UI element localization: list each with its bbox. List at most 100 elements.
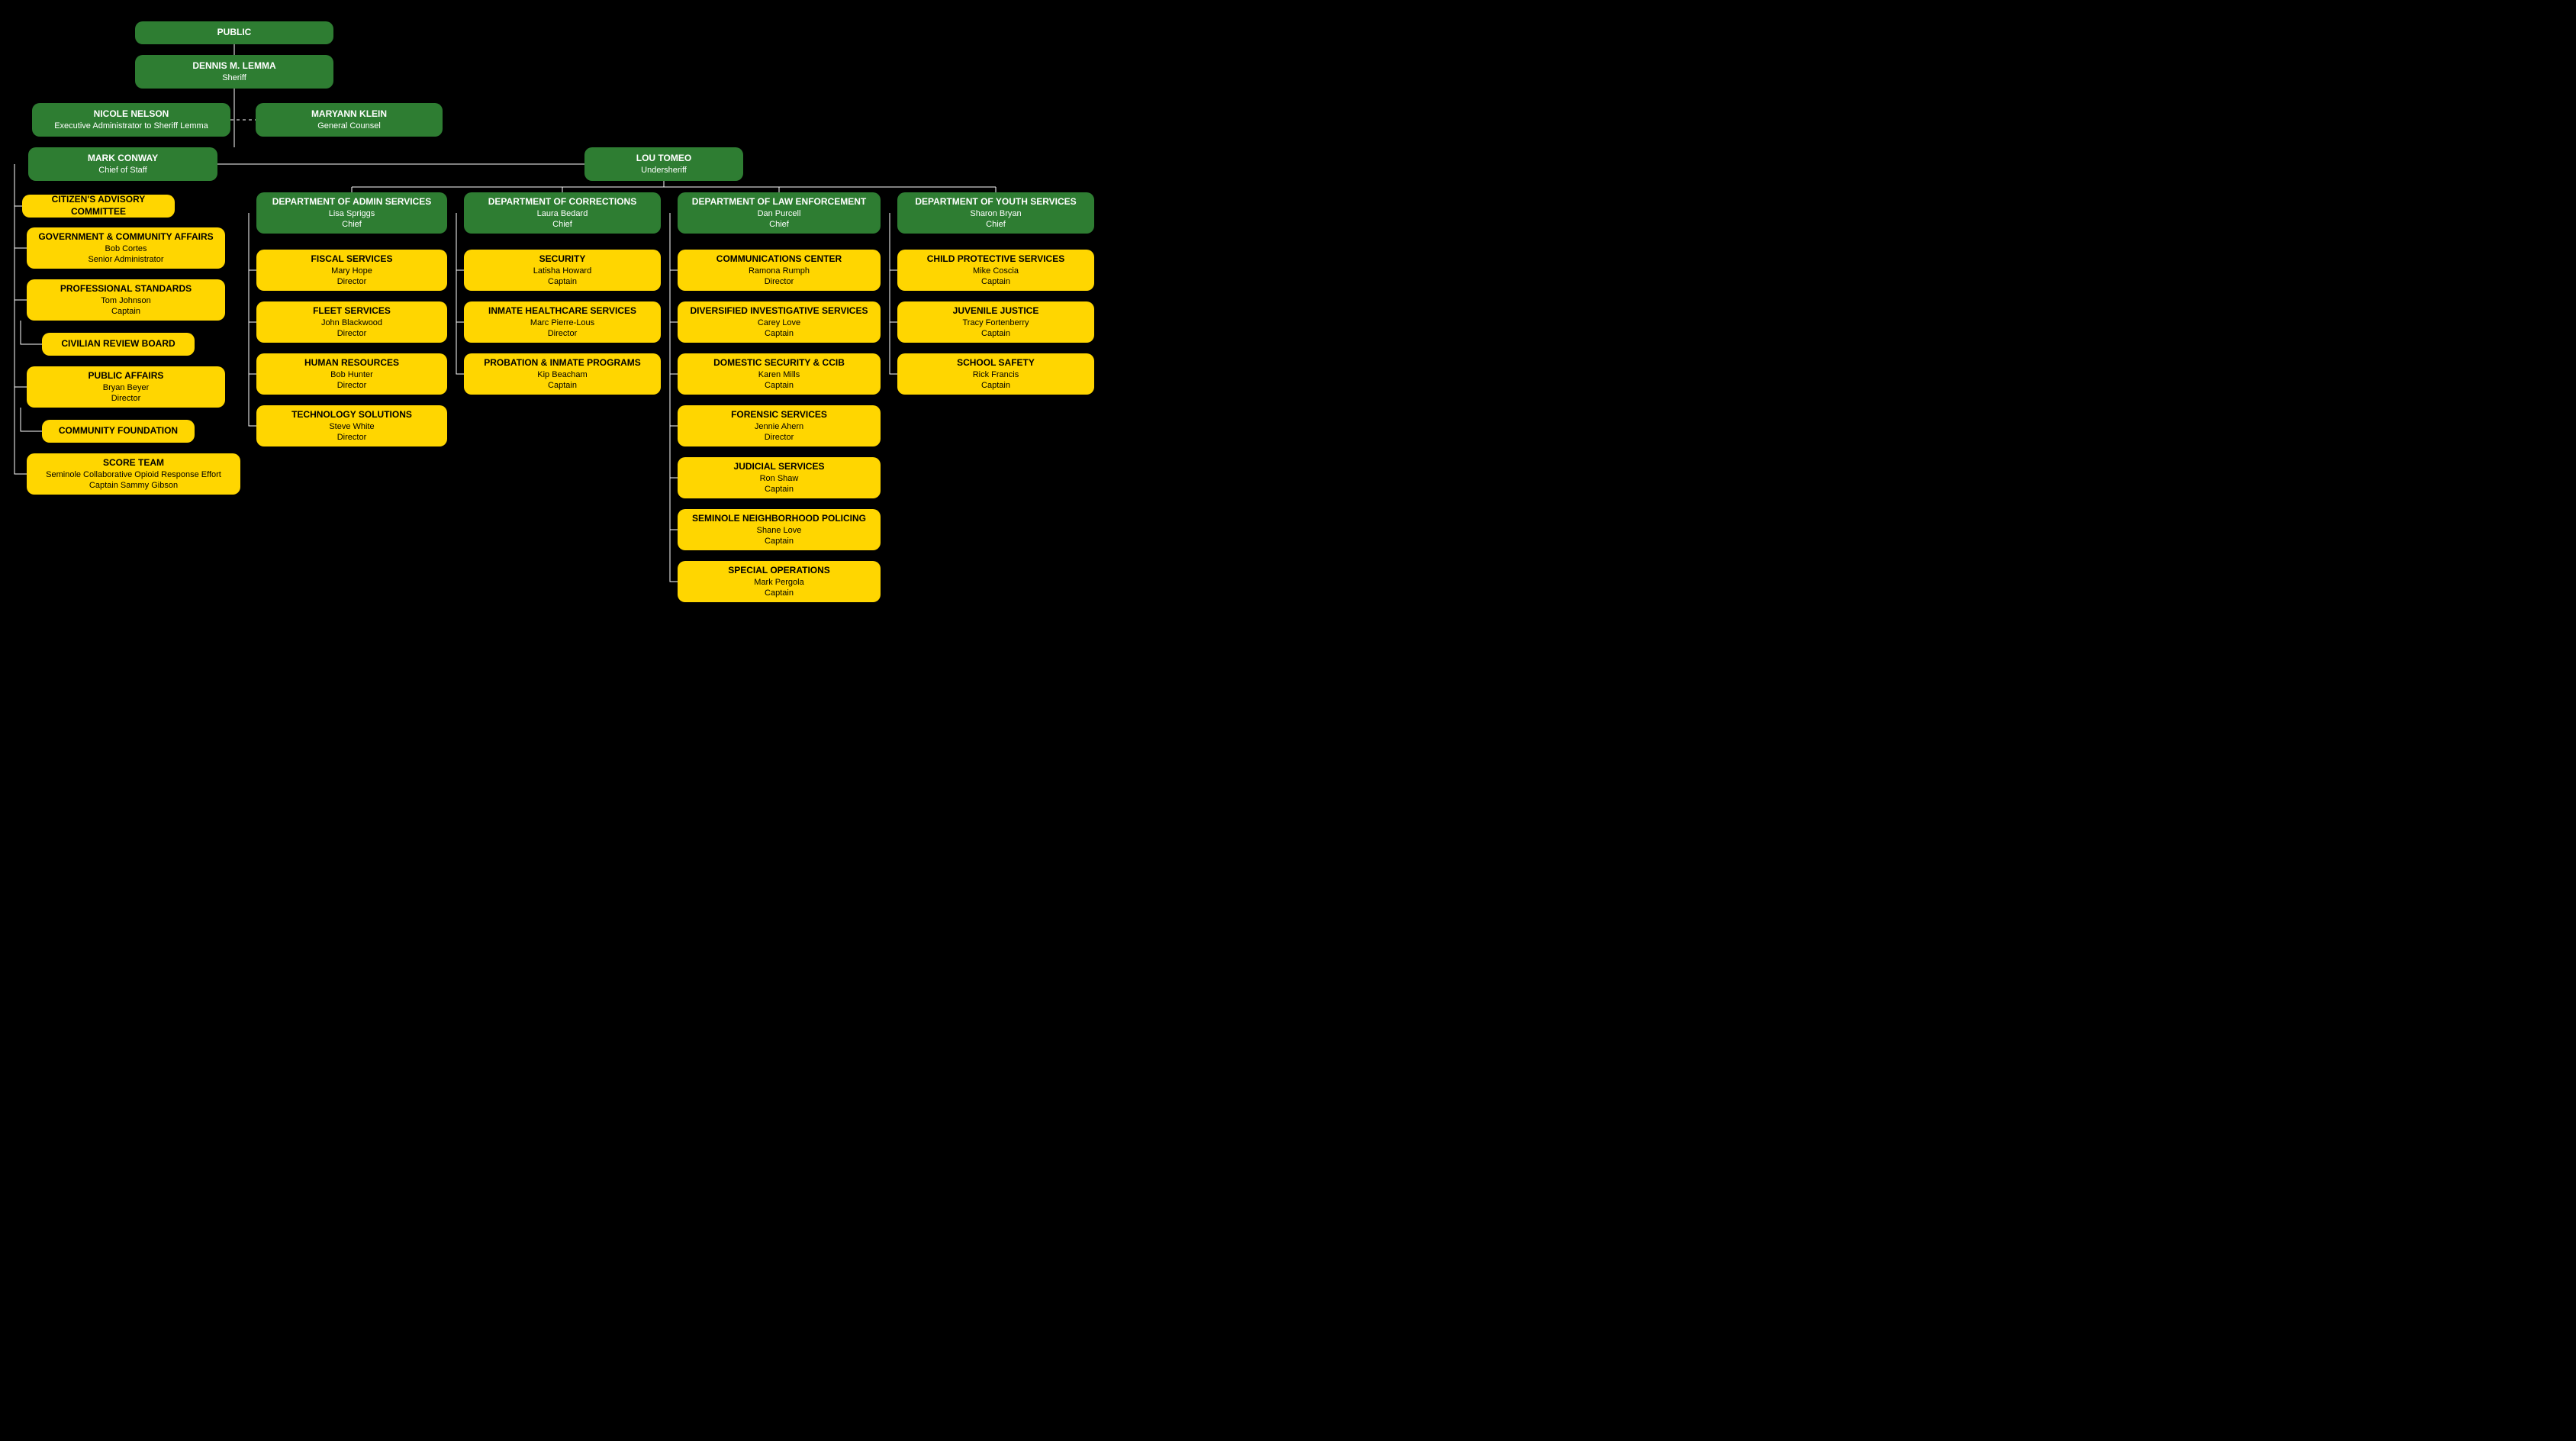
node-citizens: CITIZEN'S ADVISORY COMMITTEE bbox=[22, 195, 175, 218]
node-subtitle-1: Kip Beacham bbox=[537, 369, 587, 380]
node-subtitle-2: Director bbox=[111, 393, 141, 404]
node-fleet: FLEET SERVICESJohn BlackwoodDirector bbox=[256, 301, 447, 343]
node-subtitle-2: Captain bbox=[765, 536, 794, 546]
node-subtitle-2: Chief bbox=[986, 219, 1006, 230]
node-title: FORENSIC SERVICES bbox=[731, 409, 827, 421]
node-subtitle-2: Chief bbox=[552, 219, 572, 230]
node-judicial: JUDICIAL SERVICESRon ShawCaptain bbox=[678, 457, 881, 498]
node-forensic: FORENSIC SERVICESJennie AhernDirector bbox=[678, 405, 881, 446]
node-profstand: PROFESSIONAL STANDARDSTom JohnsonCaptain bbox=[27, 279, 225, 321]
node-subtitle-1: Karen Mills bbox=[758, 369, 800, 380]
node-subtitle-2: Captain bbox=[765, 484, 794, 495]
node-public: PUBLIC bbox=[135, 21, 333, 44]
node-title: COMMUNITY FOUNDATION bbox=[59, 425, 178, 437]
node-deptcorr: DEPARTMENT OF CORRECTIONSLaura BedardChi… bbox=[464, 192, 661, 234]
node-subtitle-1: Executive Administrator to Sheriff Lemma bbox=[54, 121, 208, 131]
node-subtitle-1: Carey Love bbox=[758, 318, 800, 328]
node-subtitle-1: Sheriff bbox=[222, 73, 246, 83]
node-subtitle-1: Latisha Howard bbox=[533, 266, 591, 276]
node-title: JUVENILE JUSTICE bbox=[953, 305, 1039, 318]
node-title: FISCAL SERVICES bbox=[311, 253, 393, 266]
node-title: INMATE HEALTHCARE SERVICES bbox=[488, 305, 636, 318]
node-title: SECURITY bbox=[539, 253, 586, 266]
node-deptyouth: DEPARTMENT OF YOUTH SERVICESSharon Bryan… bbox=[897, 192, 1094, 234]
node-title: DEPARTMENT OF YOUTH SERVICES bbox=[915, 196, 1076, 208]
node-title: SPECIAL OPERATIONS bbox=[728, 565, 830, 577]
node-title: CIVILIAN REVIEW BOARD bbox=[61, 338, 175, 350]
node-probation: PROBATION & INMATE PROGRAMSKip BeachamCa… bbox=[464, 353, 661, 395]
node-subtitle-1: Undersheriff bbox=[641, 165, 687, 176]
node-subtitle-2: Director bbox=[765, 276, 794, 287]
node-schoolsafe: SCHOOL SAFETYRick FrancisCaptain bbox=[897, 353, 1094, 395]
node-specops: SPECIAL OPERATIONSMark PergolaCaptain bbox=[678, 561, 881, 602]
node-divinv: DIVERSIFIED INVESTIGATIVE SERVICESCarey … bbox=[678, 301, 881, 343]
node-subtitle-2: Director bbox=[337, 276, 367, 287]
node-subtitle-2: Senior Administrator bbox=[88, 254, 163, 265]
node-subtitle-2: Captain bbox=[765, 328, 794, 339]
node-subtitle-1: Seminole Collaborative Opioid Response E… bbox=[46, 469, 221, 480]
node-subtitle-1: Marc Pierre-Lous bbox=[530, 318, 594, 328]
node-subtitle-1: Laura Bedard bbox=[537, 208, 588, 219]
node-title: SCHOOL SAFETY bbox=[957, 357, 1035, 369]
node-subtitle-2: Chief bbox=[342, 219, 362, 230]
node-title: DOMESTIC SECURITY & CCIB bbox=[713, 357, 845, 369]
node-subtitle-1: Bob Cortes bbox=[105, 243, 147, 254]
node-title: MARK CONWAY bbox=[88, 153, 158, 165]
node-title: SEMINOLE NEIGHBORHOOD POLICING bbox=[692, 513, 866, 525]
node-subtitle-1: Tracy Fortenberry bbox=[962, 318, 1029, 328]
node-subtitle-1: Steve White bbox=[329, 421, 374, 432]
node-subtitle-1: Mark Pergola bbox=[754, 577, 803, 588]
node-commfound: COMMUNITY FOUNDATION bbox=[42, 420, 195, 443]
node-subtitle-1: Bob Hunter bbox=[330, 369, 373, 380]
node-subtitle-2: Captain bbox=[981, 276, 1010, 287]
node-title: DEPARTMENT OF LAW ENFORCEMENT bbox=[692, 196, 866, 208]
node-fiscal: FISCAL SERVICESMary HopeDirector bbox=[256, 250, 447, 291]
node-subtitle-2: Chief bbox=[769, 219, 789, 230]
node-title: CITIZEN'S ADVISORY COMMITTEE bbox=[30, 194, 167, 218]
node-title: LOU TOMEO bbox=[636, 153, 691, 165]
node-subtitle-2: Captain bbox=[548, 276, 577, 287]
node-title: CHILD PROTECTIVE SERVICES bbox=[927, 253, 1064, 266]
node-civreview: CIVILIAN REVIEW BOARD bbox=[42, 333, 195, 356]
node-maryann: MARYANN KLEINGeneral Counsel bbox=[256, 103, 443, 137]
node-sheriff: DENNIS M. LEMMASheriff bbox=[135, 55, 333, 89]
node-title: PROFESSIONAL STANDARDS bbox=[60, 283, 192, 295]
node-title: NICOLE NELSON bbox=[94, 108, 169, 121]
node-subtitle-1: Tom Johnson bbox=[101, 295, 150, 306]
node-domsec: DOMESTIC SECURITY & CCIBKaren MillsCapta… bbox=[678, 353, 881, 395]
node-tomeo: LOU TOMEOUndersheriff bbox=[584, 147, 743, 181]
node-snp: SEMINOLE NEIGHBORHOOD POLICINGShane Love… bbox=[678, 509, 881, 550]
node-subtitle-2: Captain bbox=[111, 306, 140, 317]
node-title: COMMUNICATIONS CENTER bbox=[716, 253, 842, 266]
node-subtitle-1: Mike Coscia bbox=[973, 266, 1019, 276]
node-title: DIVERSIFIED INVESTIGATIVE SERVICES bbox=[691, 305, 868, 318]
node-subtitle-1: John Blackwood bbox=[321, 318, 382, 328]
node-subtitle-2: Captain bbox=[981, 380, 1010, 391]
node-childprot: CHILD PROTECTIVE SERVICESMike CosciaCapt… bbox=[897, 250, 1094, 291]
node-subtitle-2: Director bbox=[765, 432, 794, 443]
node-title: MARYANN KLEIN bbox=[311, 108, 387, 121]
node-deptlaw: DEPARTMENT OF LAW ENFORCEMENTDan Purcell… bbox=[678, 192, 881, 234]
node-subtitle-1: Chief of Staff bbox=[98, 165, 147, 176]
node-title: HUMAN RESOURCES bbox=[304, 357, 399, 369]
node-title: DEPARTMENT OF CORRECTIONS bbox=[488, 196, 636, 208]
node-hr: HUMAN RESOURCESBob HunterDirector bbox=[256, 353, 447, 395]
node-comms: COMMUNICATIONS CENTERRamona RumphDirecto… bbox=[678, 250, 881, 291]
node-title: GOVERNMENT & COMMUNITY AFFAIRS bbox=[38, 231, 213, 243]
node-subtitle-2: Director bbox=[337, 380, 367, 391]
node-conway: MARK CONWAYChief of Staff bbox=[28, 147, 217, 181]
node-title: FLEET SERVICES bbox=[313, 305, 391, 318]
node-security: SECURITYLatisha HowardCaptain bbox=[464, 250, 661, 291]
node-subtitle-2: Director bbox=[337, 432, 367, 443]
node-subtitle-2: Captain bbox=[765, 588, 794, 598]
node-deptadmin: DEPARTMENT OF ADMIN SERVICESLisa Spriggs… bbox=[256, 192, 447, 234]
node-subtitle-2: Director bbox=[337, 328, 367, 339]
node-nicole: NICOLE NELSONExecutive Administrator to … bbox=[32, 103, 230, 137]
node-subtitle-2: Captain bbox=[981, 328, 1010, 339]
node-score: SCORE TEAMSeminole Collaborative Opioid … bbox=[27, 453, 240, 495]
node-subtitle-1: Dan Purcell bbox=[758, 208, 801, 219]
node-title: SCORE TEAM bbox=[103, 457, 164, 469]
node-title: DEPARTMENT OF ADMIN SERVICES bbox=[272, 196, 431, 208]
node-title: PUBLIC bbox=[217, 27, 252, 39]
node-subtitle-1: Bryan Beyer bbox=[103, 382, 150, 393]
